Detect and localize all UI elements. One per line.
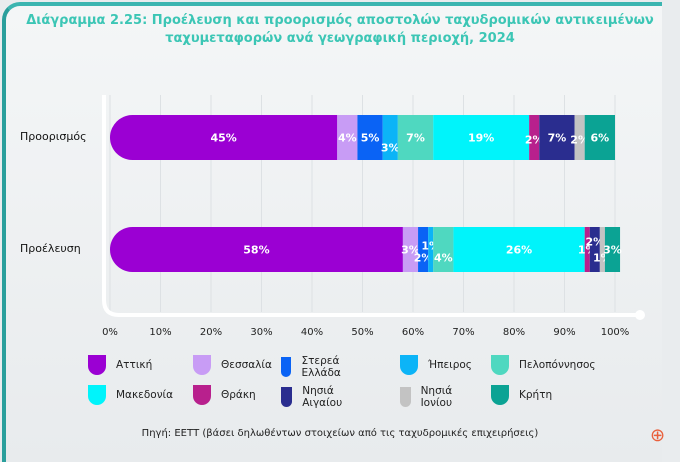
legend-item: Πελοπόννησος [491,355,596,375]
bar-segment [574,115,585,160]
legend-label: Στερεά Ελλάδα [301,355,341,379]
data-label: 3% [381,142,400,155]
x-tick-label: 60% [402,327,424,338]
legend-item: Νησιά Αιγαίου [281,385,349,409]
bar-segment [539,115,575,160]
legend-label: Νησιά Αιγαίου [302,385,343,409]
legend-swatch [88,355,106,375]
data-label: 2% [414,252,433,265]
category-label: Προέλευση [20,242,81,255]
source-note: Πηγή: ΕΕΤΤ (βάσει δηλωθέντων στοιχείων α… [141,428,539,439]
bar-segment [453,227,585,272]
legend-swatch [281,387,293,407]
legend-label: Ήπειρος [428,359,472,371]
bar-segment [397,115,434,160]
legend-swatch [193,385,211,405]
data-label: 58% [243,244,269,257]
x-tick-label: 50% [351,327,373,338]
bar-segment [337,115,358,160]
legend-item: Θράκη [193,385,256,405]
data-label: 4% [434,252,453,265]
legend-swatch [400,387,411,407]
legend-label: Κρήτη [519,389,553,401]
x-tick-label: 40% [301,327,323,338]
bar-segment [418,227,429,272]
legend-swatch [491,355,509,375]
x-tick-label: 90% [553,327,575,338]
bar-segment [110,115,338,160]
bar-segment [604,227,621,272]
data-label: 3% [401,244,420,257]
x-tick-label: 10% [149,327,171,338]
legend-item: Αττική [88,355,152,375]
x-tick-label: 70% [452,327,474,338]
x-tick-label: 80% [503,327,525,338]
legend-item: Στερεά Ελλάδα [281,355,348,379]
category-label: Προορισμός [20,130,87,143]
legend-swatch [88,385,106,405]
legend-item: Κρήτη [491,385,552,405]
legend-label: Θεσσαλία [221,359,272,371]
x-tick-label: 0% [102,327,118,338]
legend-label: Μακεδονία [116,389,174,401]
data-label: 26% [506,244,532,257]
x-tick-label: 30% [250,327,272,338]
x-tick-label: 20% [200,327,222,338]
bar-segment [529,115,540,160]
data-label: 7% [406,132,425,145]
legend-swatch [281,357,292,377]
data-label: 7% [548,132,567,145]
bar-segment [584,227,590,272]
bar-chart: 0% 10% 20% 30% 40% 50% 60% 70% 80% 90% 100% 45% 4% 5%… [102,95,645,338]
legend-label: Πελοπόννησος [519,359,596,371]
data-label: 4% [338,132,357,145]
axis-end-dot [635,310,645,320]
data-label: 2% [525,134,544,147]
data-label: 5% [361,132,380,145]
bar-segment [357,115,383,160]
legend-label: Θράκη [221,389,256,401]
data-label: 2% [585,236,604,249]
bar-segment [110,227,403,272]
x-tick-label: 100% [601,327,630,338]
legend-swatch [491,385,509,405]
data-label: 6% [591,132,610,145]
legend-item: Ήπειρος [400,355,472,375]
bar-segment [433,227,454,272]
axis-line [102,95,638,317]
bar-stack: 58% 3%2%1%4%26% 1%2%1%3% [110,227,622,272]
legend-label: Νησιά Ιονίου [420,385,453,409]
zoom-in-icon[interactable]: ⊕ [650,425,666,446]
bar-segment [599,227,605,272]
bar-segment [402,227,419,272]
data-label: 19% [468,132,494,145]
data-label: 3% [603,244,622,257]
legend-swatch [193,355,211,375]
legend-item: Μακεδονία [88,385,173,405]
bar-stack: 45% 4% 5%3%7% 19% 2% 7% 2% 6% [110,115,615,160]
data-label: 2% [570,134,589,147]
legend-swatch [400,355,418,375]
legend-item: Νησιά Ιονίου [400,385,460,409]
bar-segment [428,227,434,272]
legend-label: Αττική [116,359,153,371]
bar-segment [584,115,615,160]
legend-item: Θεσσαλία [193,355,272,375]
bar-segment [433,115,530,160]
data-label: 45% [210,132,236,145]
bar-segment [382,115,398,160]
bar-segment [589,227,600,272]
chart-title: Διάγραμμα 2.25: Προέλευση και προορισμός… [26,13,654,46]
